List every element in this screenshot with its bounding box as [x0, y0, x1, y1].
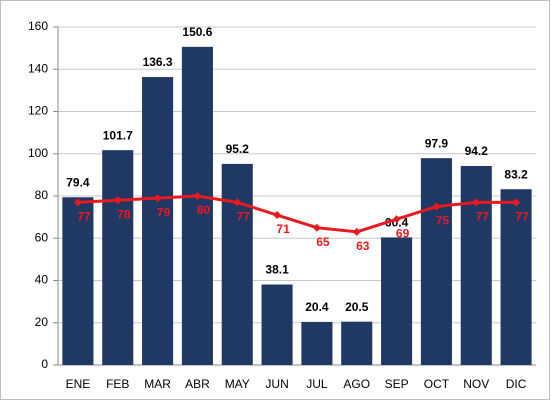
bar-value-label: 94.2: [465, 144, 489, 158]
line-value-label: 78: [117, 207, 131, 221]
bar: [261, 284, 293, 365]
bar-value-label: 95.2: [226, 142, 250, 156]
y-tick-label: 20: [35, 315, 49, 329]
line-value-label: 65: [316, 235, 330, 249]
bar: [102, 150, 134, 365]
x-tick-label: MAY: [225, 377, 250, 391]
line-marker: [312, 223, 321, 232]
line-value-label: 71: [276, 222, 290, 236]
x-tick-label: JUL: [306, 377, 328, 391]
x-tick-label: JUN: [265, 377, 288, 391]
bar: [221, 163, 253, 365]
bar: [500, 189, 532, 365]
line-value-label: 77: [476, 210, 490, 224]
bar-value-label: 136.3: [143, 55, 173, 69]
x-tick-label: NOV: [463, 377, 489, 391]
bar: [301, 321, 333, 365]
x-tick-label: OCT: [424, 377, 450, 391]
y-tick-label: 60: [35, 230, 49, 244]
x-tick-label: DIC: [506, 377, 527, 391]
line-value-label: 77: [515, 210, 529, 224]
line-marker: [193, 192, 202, 200]
bar: [62, 197, 94, 365]
bar: [142, 77, 174, 365]
bar: [460, 166, 492, 365]
line-value-label: 63: [356, 239, 370, 253]
x-tick-label: AGO: [343, 377, 370, 391]
line-marker: [432, 202, 441, 211]
x-tick-label: ENE: [66, 377, 91, 391]
bar-value-label: 20.4: [305, 300, 329, 314]
line-marker: [472, 198, 481, 207]
bar: [341, 321, 373, 365]
bar-value-label: 20.5: [345, 300, 369, 314]
bar-value-label: 101.7: [103, 128, 133, 142]
bar-value-label: 97.9: [425, 136, 449, 150]
x-tick-label: ABR: [185, 377, 210, 391]
bar: [381, 237, 413, 365]
y-tick-label: 80: [35, 188, 49, 202]
y-tick-label: 120: [28, 104, 48, 118]
y-tick-label: 160: [28, 19, 48, 33]
line-marker: [512, 198, 521, 207]
line-value-label: 79: [157, 205, 171, 219]
bar: [181, 46, 213, 366]
line-marker: [153, 194, 162, 203]
y-tick-label: 40: [35, 273, 49, 287]
bar-value-label: 83.2: [504, 167, 528, 181]
line-value-label: 75: [436, 214, 450, 228]
x-tick-label: FEB: [106, 377, 129, 391]
line-marker: [233, 198, 242, 207]
y-tick-label: 0: [41, 357, 48, 371]
bar: [420, 158, 452, 365]
line-value-label: 77: [77, 210, 91, 224]
bar-value-label: 79.4: [66, 175, 90, 189]
line-value-label: 80: [197, 203, 211, 217]
line-marker: [352, 227, 361, 236]
line: [77, 194, 517, 234]
line-marker: [113, 196, 122, 205]
line-marker: [273, 211, 282, 220]
line-marker: [73, 198, 82, 207]
y-tick-label: 140: [28, 61, 48, 75]
x-tick-label: MAR: [144, 377, 171, 391]
line-marker: [392, 215, 401, 224]
line-value-label: 69: [396, 226, 410, 240]
line-value-label: 77: [237, 210, 251, 224]
bar-value-label: 38.1: [265, 263, 289, 277]
bar-value-label: 150.6: [182, 25, 212, 39]
x-tick-label: SEP: [385, 377, 409, 391]
y-tick-label: 100: [28, 146, 48, 160]
